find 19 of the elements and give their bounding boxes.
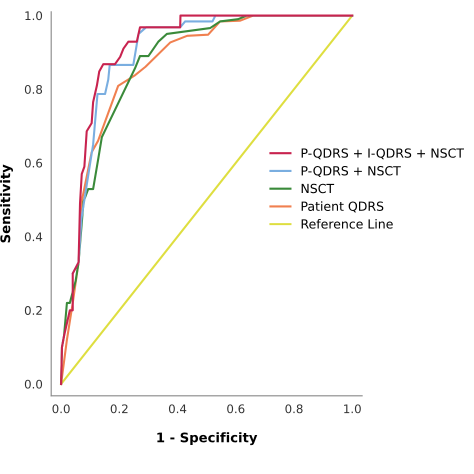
legend-label: NSCT: [302, 184, 334, 194]
y-tick-label: 0.8: [24, 84, 42, 94]
x-tick-label: 0.6: [227, 404, 244, 414]
legend-label: P-QDRS + NSCT: [302, 166, 401, 177]
x-tick-label: 1.0: [344, 404, 361, 414]
y-tick-label: 0.0: [24, 380, 42, 389]
x-tick-label: 0.2: [110, 404, 128, 414]
legend-label: Reference Line: [302, 218, 393, 229]
x-axis-title: 1 - Specificity: [157, 432, 258, 446]
x-tick-label: 0.0: [52, 404, 70, 414]
y-tick-label: 0.6: [24, 158, 42, 168]
y-tick-label: 0.4: [24, 232, 42, 242]
x-tick-label: 0.4: [168, 404, 186, 414]
y-tick-label: 1.0: [25, 11, 42, 20]
y-axis-title: Sensitivity: [0, 164, 13, 242]
legend-label: Patient QDRS: [302, 201, 384, 212]
y-tick-label: 0.2: [24, 306, 42, 315]
x-tick-label: 0.8: [285, 404, 303, 414]
legend-label: P-QDRS + I-QDRS + NSCT: [302, 148, 464, 160]
